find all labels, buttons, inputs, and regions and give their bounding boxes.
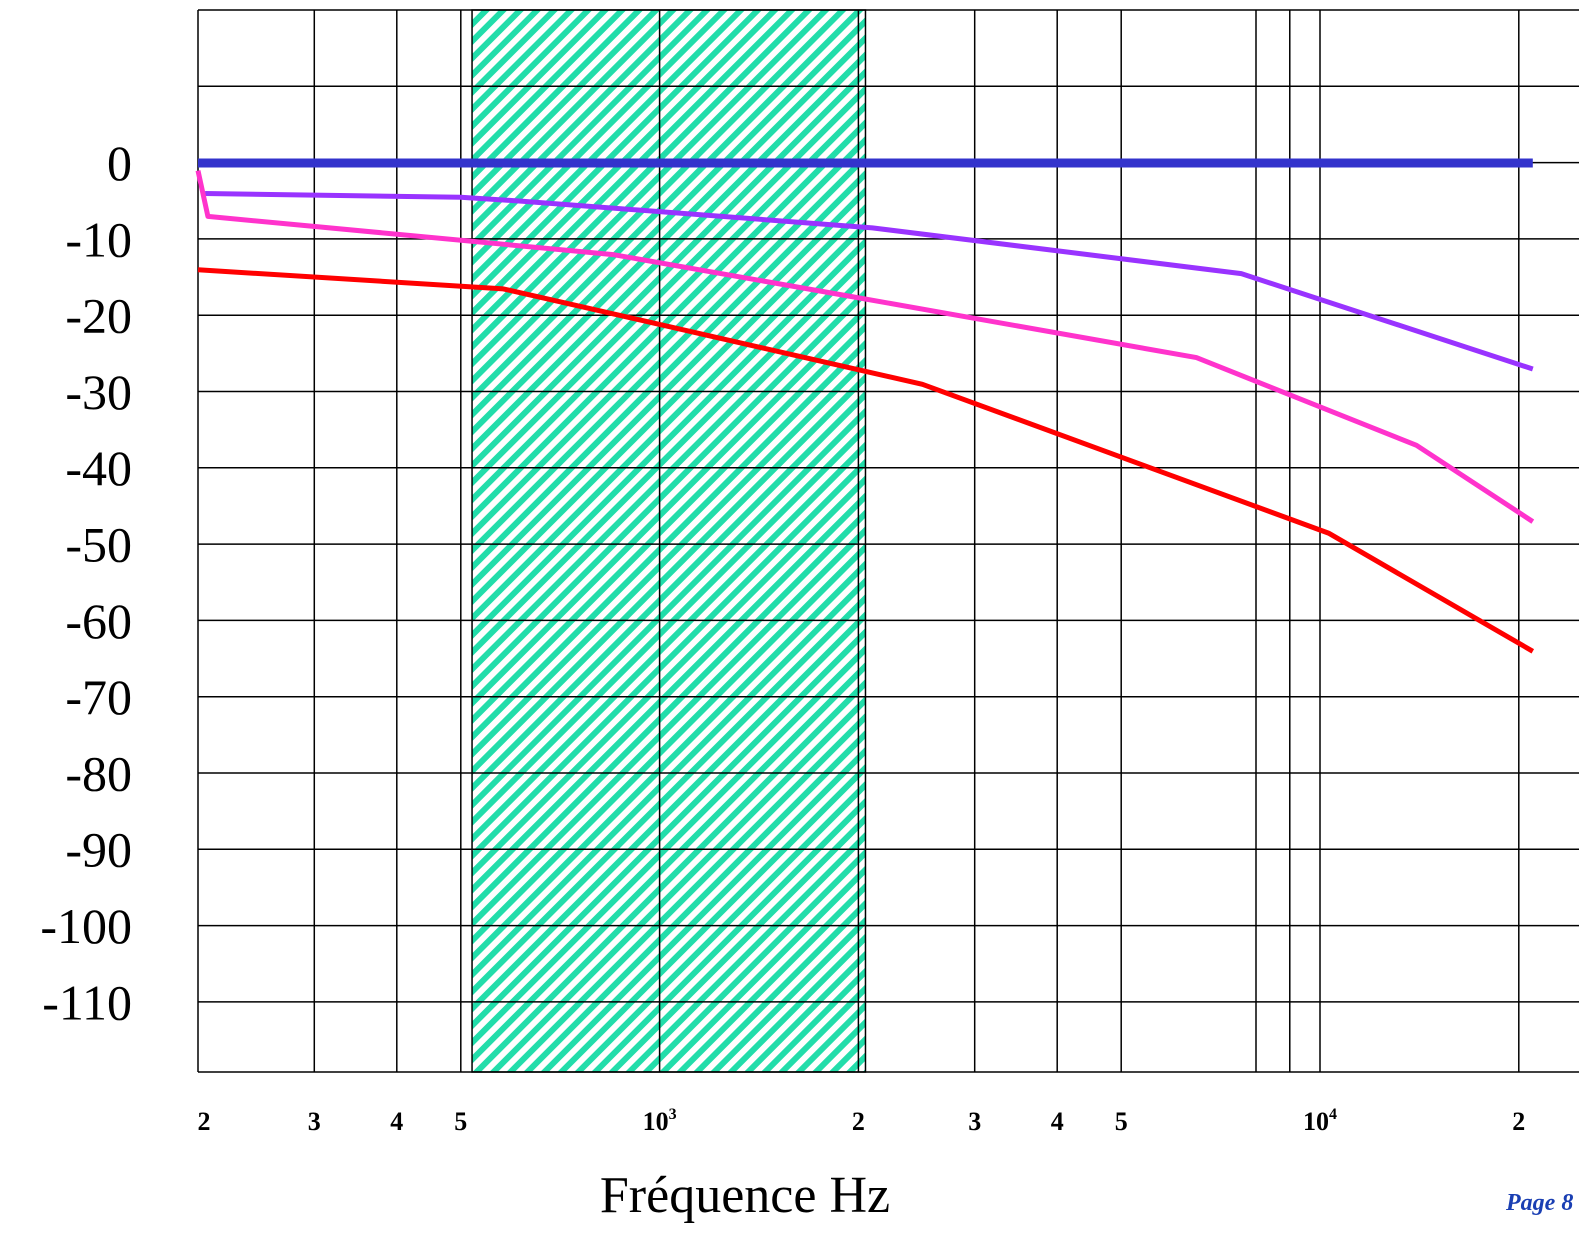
series-line-4 [197,267,1535,654]
x-tick-labels: 2 3 4 5 103 2 3 4 5 104 2 [198,1106,1526,1136]
y-tick-labels: 0 -10 -20 -30 -40 -50 -60 -70 -80 -90 -100 -110 [40,135,132,1030]
y-tick-label: -30 [65,364,132,420]
y-tick-label: -50 [65,517,132,573]
grid [197,9,1579,1073]
x-tick-label: 5 [1115,1107,1128,1136]
y-tick-label: -20 [65,288,132,344]
x-tick-label: 5 [454,1107,467,1136]
x-tick-label: 3 [308,1107,321,1136]
y-tick-label: -100 [40,898,132,954]
x-tick-label: 4 [1051,1107,1064,1136]
x-tick-label: 103 [643,1106,677,1136]
x-tick-label: 2 [1512,1107,1525,1136]
y-tick-label: -70 [65,669,132,725]
x-tick-label: 3 [968,1107,981,1136]
x-tick-label: 2 [852,1107,865,1136]
series-line-2 [205,191,1534,372]
x-axis-label: Fréquence Hz [600,1167,890,1224]
y-tick-label: -90 [65,822,132,878]
y-tick-label: -110 [42,974,132,1030]
page-label: Page 8 [1505,1190,1573,1216]
series-line-3 [195,170,1535,524]
y-tick-label: -40 [65,440,132,496]
y-tick-label: -10 [65,211,132,267]
x-tick-label: 104 [1303,1106,1337,1136]
y-tick-label: 0 [107,135,132,191]
x-tick-label: 2 [198,1107,211,1136]
x-tick-label: 4 [390,1107,403,1136]
highlight-band [471,9,867,1073]
y-tick-label: -60 [65,593,132,649]
y-tick-label: -80 [65,745,132,801]
series-layer [195,158,1535,654]
